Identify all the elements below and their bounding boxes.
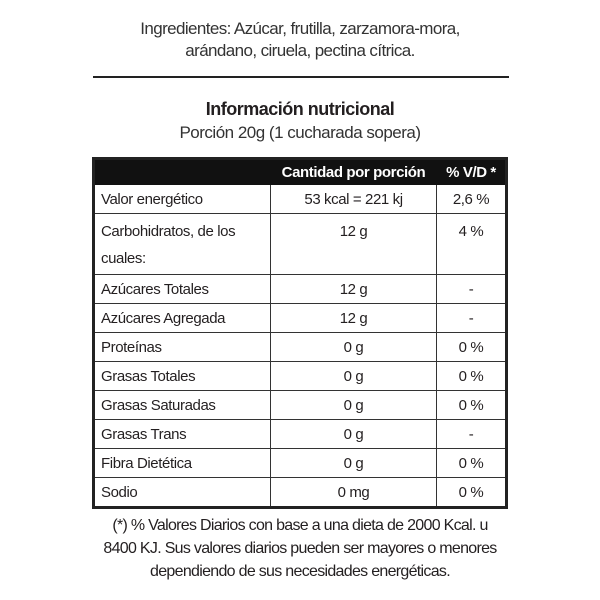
ingredients-line-1: Ingredientes: Azúcar, frutilla, zarzamor…	[140, 19, 460, 38]
header-amount: Cantidad por porción	[270, 158, 437, 185]
divider	[93, 76, 509, 78]
nutrient-name: Proteínas	[93, 332, 271, 362]
nutrient-daily-value: -	[436, 419, 507, 449]
nutrient-daily-value: 4 %	[436, 213, 507, 275]
nutrient-amount: 0 g	[270, 332, 437, 362]
nutrient-daily-value: 0 %	[436, 361, 507, 391]
header-nutrient	[93, 158, 271, 185]
ingredients-text: Ingredientes: Azúcar, frutilla, zarzamor…	[0, 18, 600, 62]
table-row: Sodio 0 mg 0 %	[93, 477, 507, 508]
nutrient-name: Grasas Saturadas	[93, 390, 271, 420]
nutrient-daily-value: 2,6 %	[436, 184, 507, 214]
table-row: Grasas Trans 0 g-	[93, 419, 507, 449]
header-daily-value: % V/D *	[436, 158, 507, 185]
nutrient-daily-value: 0 %	[436, 477, 507, 508]
nutrient-amount: 12 g	[270, 303, 437, 333]
ingredients-line-2: arándano, ciruela, pectina cítrica.	[185, 41, 415, 60]
nutrient-daily-value: -	[436, 303, 507, 333]
nutrient-daily-value: 0 %	[436, 390, 507, 420]
footnote: (*) % Valores Diarios con base a una die…	[0, 514, 600, 583]
nutrient-name: Grasas Trans	[93, 419, 271, 449]
table-header-row: Cantidad por porción % V/D *	[93, 158, 507, 185]
nutrient-name: Azúcares Totales	[93, 274, 271, 304]
nutrient-name: Fibra Dietética	[93, 448, 271, 478]
nutrient-amount: 0 mg	[270, 477, 437, 508]
nutrient-amount: 12 g	[270, 274, 437, 304]
nutrient-name: Azúcares Agregada	[93, 303, 271, 333]
footnote-line-2: 8400 KJ. Sus valores diarios pueden ser …	[103, 540, 497, 557]
table-row: Azúcares Agregada 12 g-	[93, 303, 507, 333]
nutrient-name: Valor energético	[93, 184, 271, 214]
nutrient-amount: 0 g	[270, 419, 437, 449]
nutrient-name: Carbohidratos, de los cuales:	[93, 213, 271, 275]
nutrient-amount: 53 kcal = 221 kj	[270, 184, 437, 214]
nutrient-daily-value: 0 %	[436, 332, 507, 362]
nutrient-name: Grasas Totales	[93, 361, 271, 391]
table-row: Azúcares Totales 12 g-	[93, 274, 507, 304]
nutrient-amount: 0 g	[270, 390, 437, 420]
nutrition-title: Información nutricional	[205, 99, 395, 119]
footnote-line-3: dependiendo de sus necesidades energétic…	[150, 563, 451, 580]
nutrition-table: Cantidad por porción % V/D * Valor energ…	[92, 157, 508, 509]
nutrient-daily-value: 0 %	[436, 448, 507, 478]
footnote-line-1: (*) % Valores Diarios con base a una die…	[112, 517, 488, 534]
nutrient-name: Sodio	[93, 477, 271, 508]
table-row: Valor energético 53 kcal = 221 kj 2,6 %	[93, 184, 507, 214]
nutrient-daily-value: -	[436, 274, 507, 304]
nutrient-amount: 0 g	[270, 361, 437, 391]
nutrient-amount: 0 g	[270, 448, 437, 478]
portion-size: Porción 20g (1 cucharada sopera)	[179, 123, 421, 142]
nutrient-amount: 12 g	[270, 213, 437, 275]
